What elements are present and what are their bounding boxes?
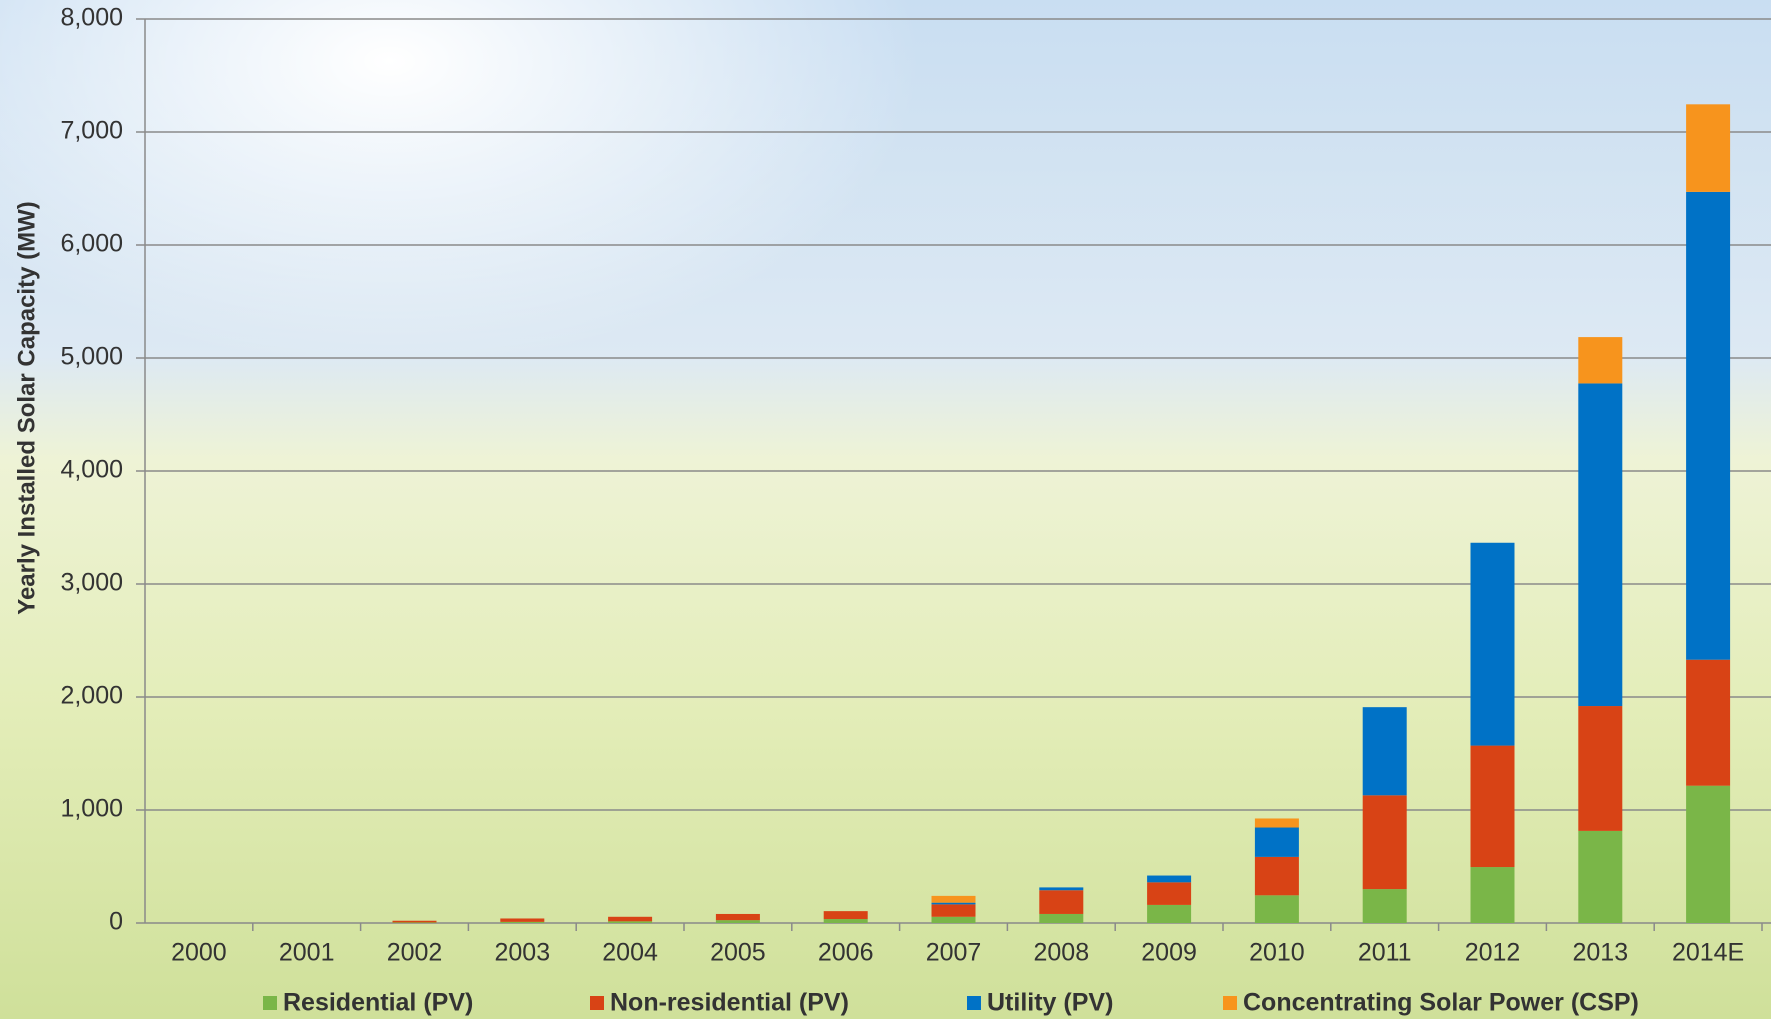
bar-segment [932,917,976,923]
y-tick-label: 2,000 [60,682,123,710]
bar-segment [824,919,868,923]
y-tick-label: 5,000 [60,343,123,371]
legend-label: Concentrating Solar Power (CSP) [1243,989,1639,1017]
bar-segment [1471,543,1515,746]
x-tick-label: 2006 [818,939,874,967]
bar-segment [932,896,976,903]
chart: Yearly Installed Solar Capacity (MW) 0 1,… [0,0,1771,1019]
y-tick-label: 8,000 [60,4,123,32]
y-tick-label: 3,000 [60,569,123,597]
bar-segment [1255,828,1299,857]
bar-segment [932,904,976,916]
x-tick-label: 2013 [1572,939,1628,967]
x-tick-label: 2011 [1358,939,1412,967]
bar-segment [1578,706,1622,831]
x-tick-label: 2000 [171,939,227,967]
bar-segment [716,914,760,920]
bar-segment [1039,890,1083,914]
legend-label: Non-residential (PV) [610,989,849,1017]
x-tick-label: 2003 [494,939,550,967]
bar-segment [500,918,544,921]
bar-segment [1686,104,1730,192]
bar-segment [500,922,544,923]
bar-segment [1255,818,1299,827]
y-tick-label: 4,000 [60,456,123,484]
legend-label: Residential (PV) [283,989,473,1017]
bar-segment [1363,889,1407,923]
x-tick-label: 2002 [387,939,443,967]
bar-segment [1039,914,1083,923]
bar-segment [608,917,652,922]
bar-segment [1039,887,1083,890]
bar-segment [1363,795,1407,889]
bar-segment [393,922,437,923]
bar-segment [1578,383,1622,706]
bar-segment [1686,660,1730,786]
bar-segment [1255,857,1299,895]
x-tick-label: 2008 [1033,939,1089,967]
x-tick-label: 2014E [1672,939,1744,967]
x-tick-label: 2001 [279,939,335,967]
bar-segment [932,903,976,905]
y-axis-label: Yearly Installed Solar Capacity (MW) [13,201,40,614]
bar-segment [824,911,868,919]
y-tick-label: 7,000 [60,117,123,145]
bar-segment [393,921,437,923]
x-tick-label: 2010 [1249,939,1305,967]
y-tick-label: 1,000 [60,795,123,823]
x-tick-label: 2005 [710,939,766,967]
bar-segment [1686,786,1730,923]
bar-segment [1255,895,1299,923]
bar-segment [1363,707,1407,795]
bar-segment [1147,876,1191,883]
x-tick-label: 2007 [926,939,982,967]
bar-segment [608,921,652,923]
x-tick-label: 2012 [1465,939,1521,967]
legend-swatch [967,996,981,1010]
legend-swatch [590,996,604,1010]
bar-segment [1578,337,1622,383]
x-tick-label: 2004 [602,939,658,967]
legend-label: Utility (PV) [987,989,1113,1017]
bar-segment [1578,831,1622,923]
y-tick-label: 6,000 [60,230,123,258]
bar-segment [1471,746,1515,867]
bar-segment [716,920,760,923]
bar-segment [1147,905,1191,923]
bar-segment [1686,192,1730,660]
legend-swatch [1223,996,1237,1010]
legend-swatch [263,996,277,1010]
bar-segment [1471,867,1515,923]
y-tick-label: 0 [109,908,123,936]
x-tick-label: 2009 [1141,939,1197,967]
bar-segment [1147,882,1191,905]
